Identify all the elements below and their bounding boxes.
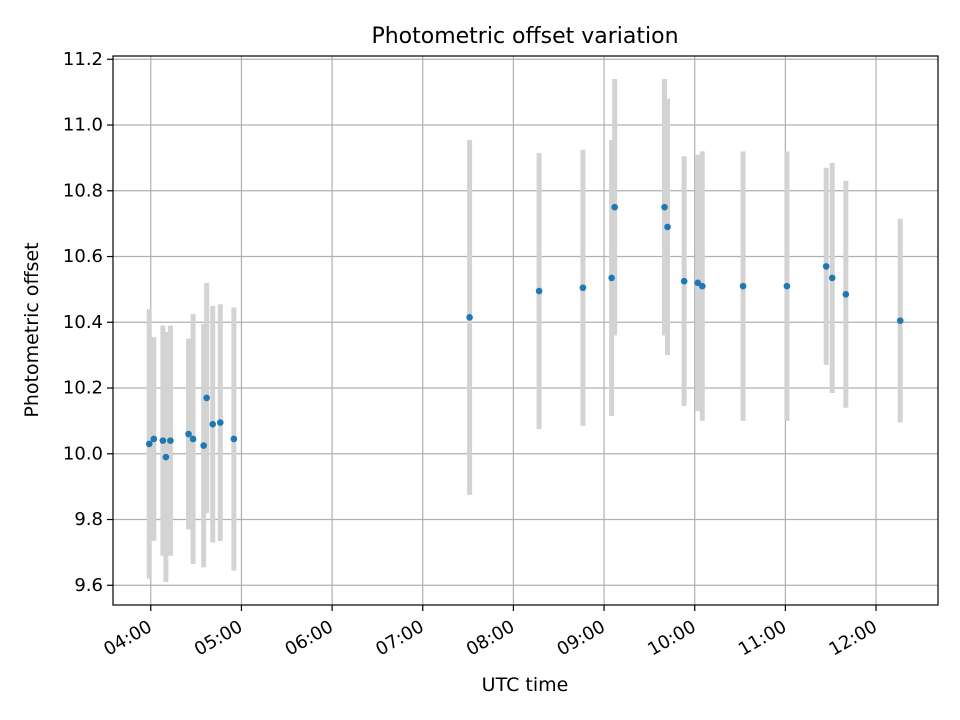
x-tick-label: 06:00 <box>282 616 337 660</box>
data-point <box>661 203 668 211</box>
x-tick-label: 04:00 <box>100 616 155 660</box>
y-axis-ticks: 9.6 9.8 10.0 10.2 10.4 10.6 10.8 11.0 11.2 <box>63 49 113 596</box>
data-point <box>162 453 170 461</box>
data-point <box>167 437 174 444</box>
x-tick-label: 10:00 <box>644 616 699 660</box>
data-point <box>680 277 688 285</box>
y-tick-label: 11.0 <box>63 115 103 136</box>
x-tick-label: 07:00 <box>372 616 427 660</box>
chart-title: Photometric offset variation <box>371 24 678 49</box>
y-axis-label: Photometric offset <box>21 242 43 417</box>
data-point <box>230 435 238 443</box>
data-point <box>842 291 850 298</box>
x-tick-label: 11:00 <box>735 616 790 660</box>
data-point <box>611 203 618 211</box>
x-tick-label: 05:00 <box>191 616 246 660</box>
data-point <box>698 282 706 290</box>
plot-frame <box>112 55 939 606</box>
errorbars <box>146 79 903 582</box>
data-point <box>694 279 702 287</box>
data-point <box>822 263 830 270</box>
data-point <box>209 420 217 428</box>
x-tick-label: 08:00 <box>463 616 518 660</box>
data-point <box>664 223 671 231</box>
data-point <box>466 314 473 321</box>
y-tick-label: 9.6 <box>74 575 103 596</box>
data-point <box>150 435 158 443</box>
y-tick-label: 10.6 <box>63 246 103 267</box>
x-tick-label: 12:00 <box>826 616 881 660</box>
y-tick-label: 11.2 <box>63 49 103 70</box>
data-point <box>189 435 197 443</box>
y-tick-label: 10.2 <box>63 378 103 399</box>
data-point <box>828 274 836 282</box>
grid <box>113 56 938 605</box>
y-tick-label: 10.4 <box>63 312 103 333</box>
x-tick-label: 09:00 <box>554 616 609 660</box>
data-point <box>896 317 904 324</box>
x-axis-label: UTC time <box>482 674 569 696</box>
data-point <box>783 282 791 290</box>
x-axis-ticks: 04:00 05:00 06:00 07:00 08:00 09:00 10:00 11:00… <box>100 605 881 660</box>
data-point <box>185 430 192 438</box>
y-tick-label: 9.8 <box>74 509 103 530</box>
data-point <box>535 287 543 295</box>
y-tick-label: 10.0 <box>63 443 103 464</box>
y-tick-label: 10.8 <box>63 180 103 201</box>
data-point <box>203 394 210 402</box>
data-point <box>216 419 224 426</box>
data-point <box>145 440 153 448</box>
data-point <box>200 442 207 449</box>
data-point <box>739 282 747 290</box>
data-point <box>579 284 587 292</box>
data-points <box>145 203 904 461</box>
data-point <box>159 437 167 444</box>
data-point <box>608 274 615 282</box>
